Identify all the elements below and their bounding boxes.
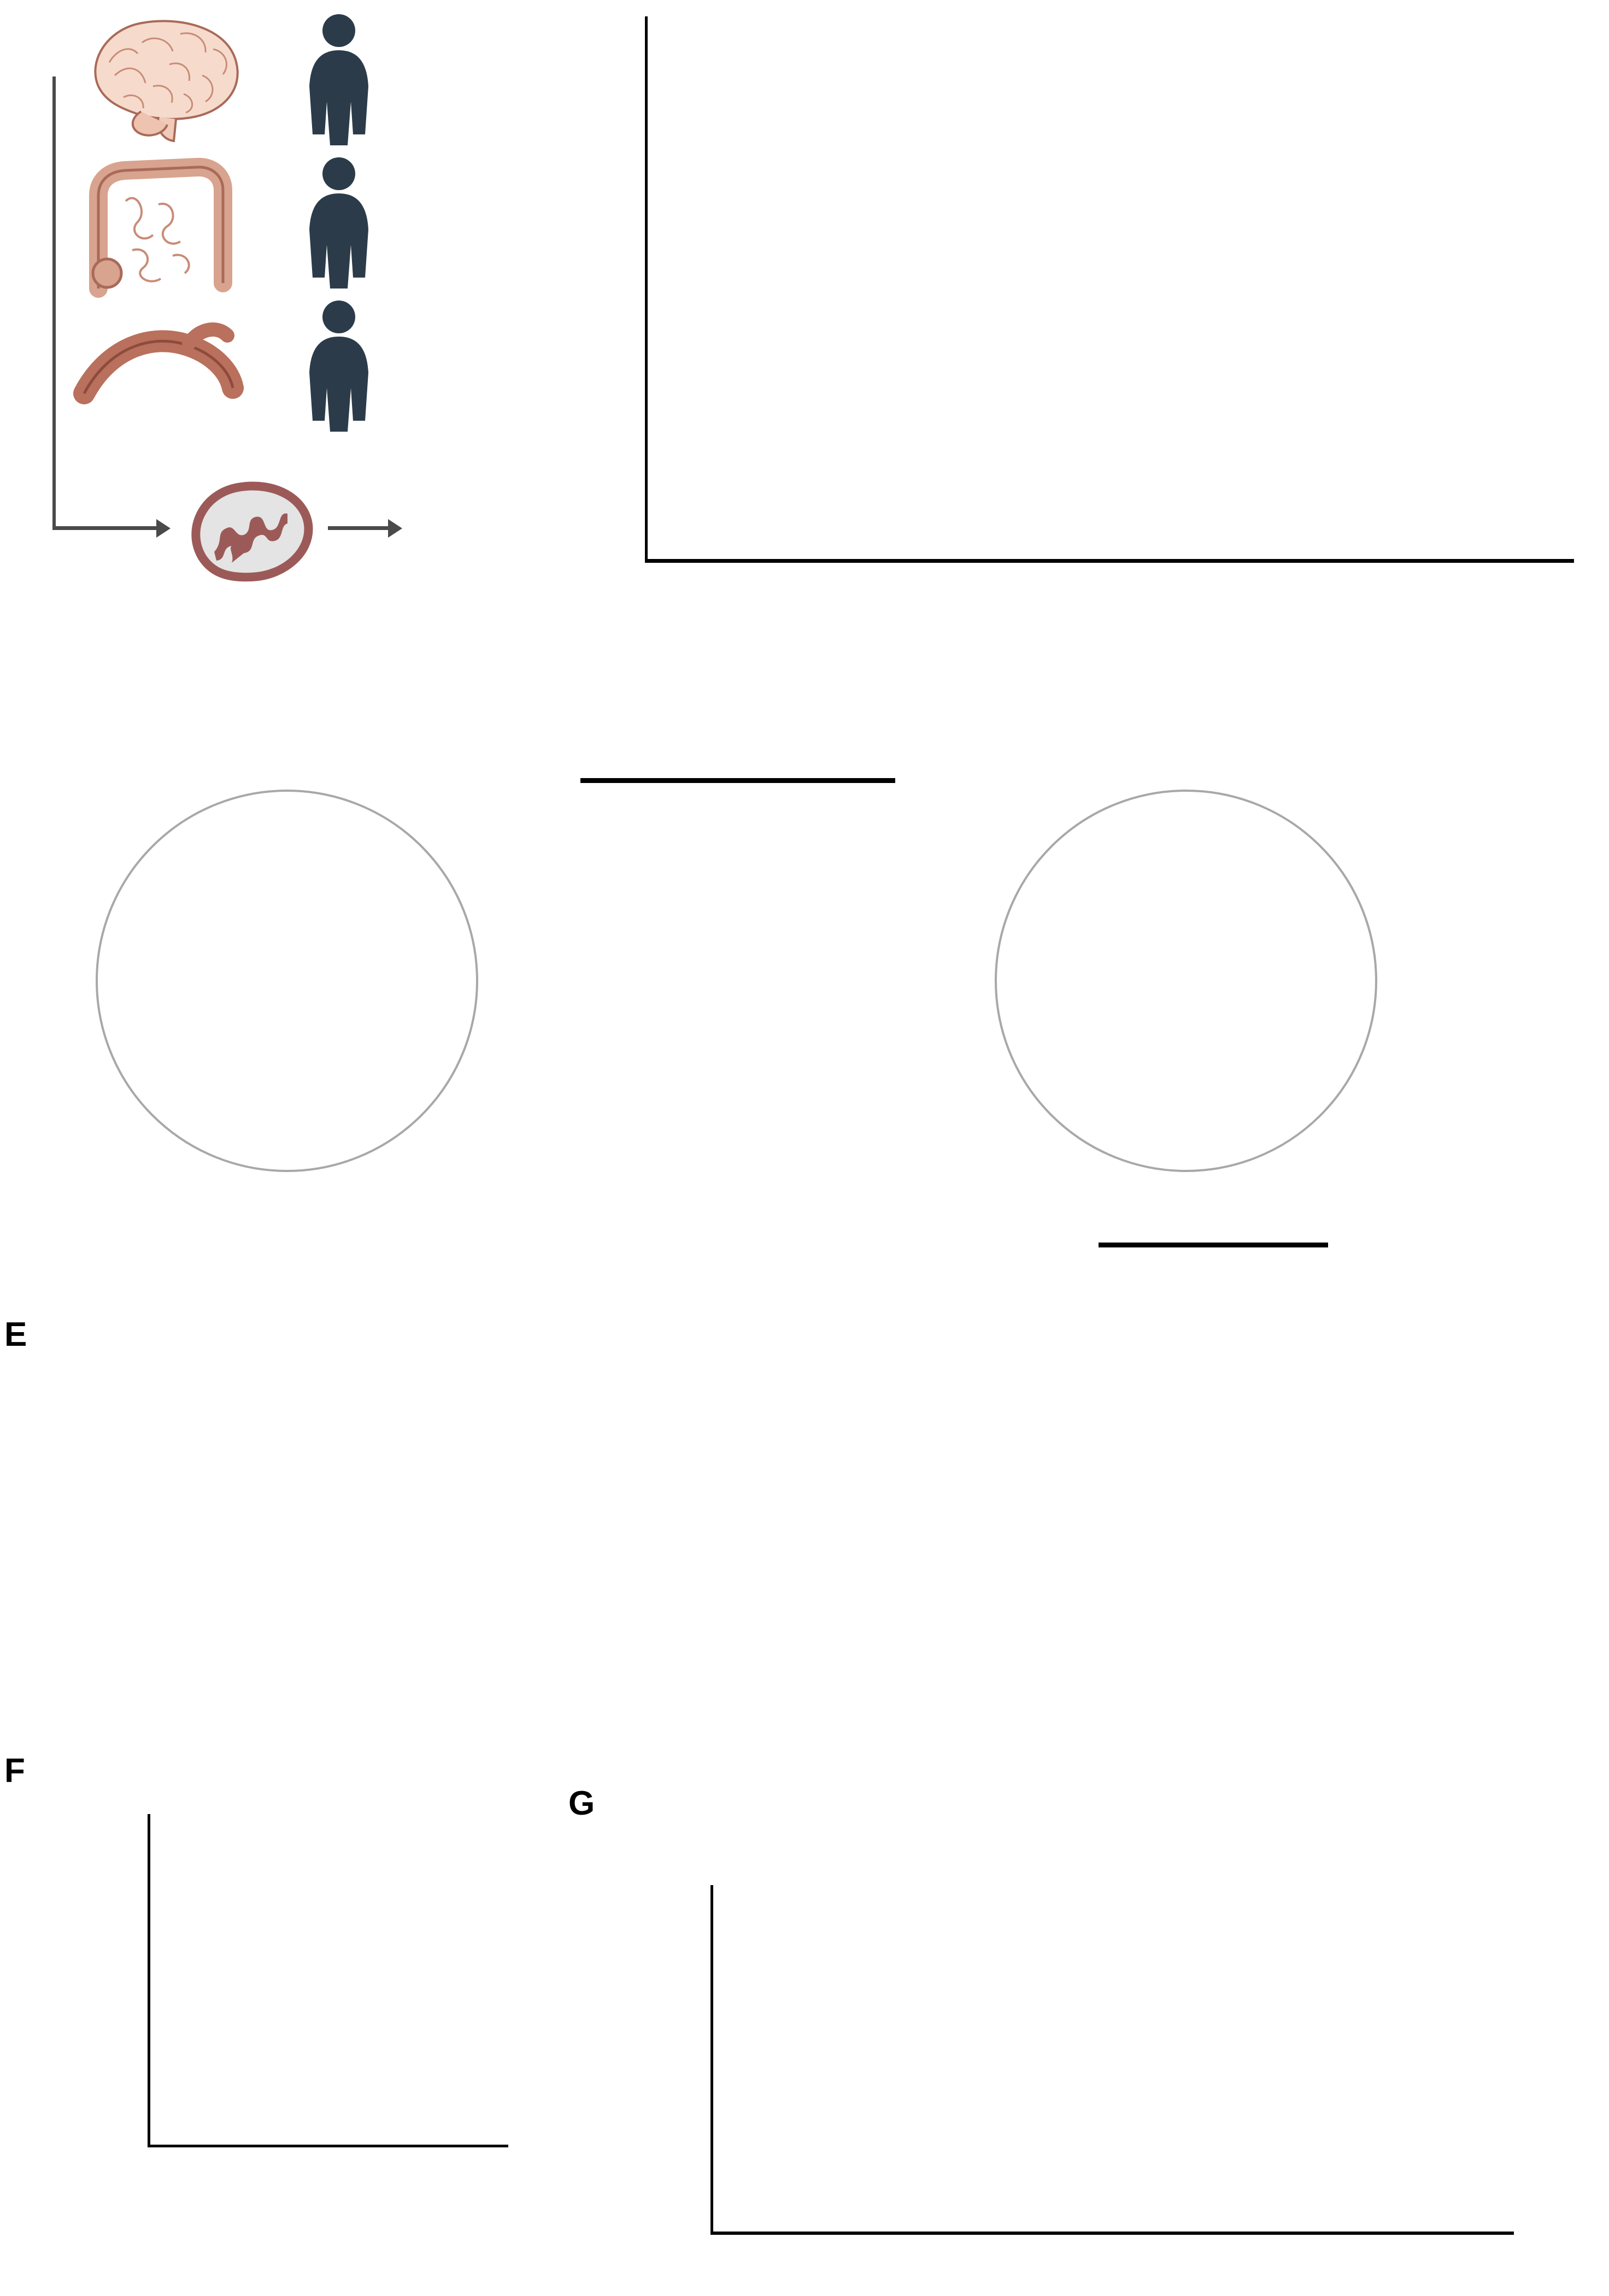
arrowhead-2: [388, 519, 402, 538]
panel-g-letter: G: [568, 1785, 595, 1822]
panel-f: F: [0, 1749, 547, 2296]
intestine-illustration: [89, 157, 232, 298]
panel-a: [0, 0, 547, 705]
coverage-colorbar: [580, 778, 895, 783]
panel-g: G: [547, 1749, 1609, 2296]
c-outer-ring: [96, 790, 478, 1172]
f-y-axis: [148, 1814, 150, 2147]
panel-e: E: [0, 1317, 1609, 1743]
d-outer-ring: [995, 790, 1377, 1172]
d-heteroplasmy-polar-plot: [995, 790, 1377, 1172]
donor-figure-1: [309, 14, 368, 145]
donor-figure-3: [309, 301, 368, 432]
panel-g-plot: [710, 1885, 1514, 2235]
b-x-axis: [645, 559, 1574, 563]
panel-d: [907, 727, 1609, 1317]
g-x-axis: [710, 2232, 1514, 2235]
b-y-axis: [645, 16, 648, 563]
panel-e-letter-text: E: [4, 1316, 27, 1353]
brain-illustration: [94, 20, 239, 143]
blood-vessel-illustration: [73, 322, 244, 404]
arrowhead-1: [156, 519, 171, 538]
bracket-vertical: [52, 76, 56, 527]
g-y-axis: [710, 1885, 713, 2235]
panel-b-plot: [645, 16, 1574, 563]
panel-f-plot: [148, 1814, 508, 2147]
f-x-axis: [148, 2145, 508, 2147]
panel-b: [547, 0, 1609, 710]
panel-c: [0, 727, 579, 1273]
mitochondrion-illustration: [191, 481, 313, 582]
d-heteroplasmy-colorbar: [1099, 1243, 1328, 1247]
c-coverage-polar-plot: [96, 790, 478, 1172]
arrow-to-mitochondria: [52, 526, 156, 530]
panel-c-legend: [568, 749, 907, 819]
arrow-to-heteroplasmy: [328, 526, 388, 530]
donor-figure-2: [309, 157, 368, 289]
panel-f-letter: F: [4, 1752, 25, 1789]
